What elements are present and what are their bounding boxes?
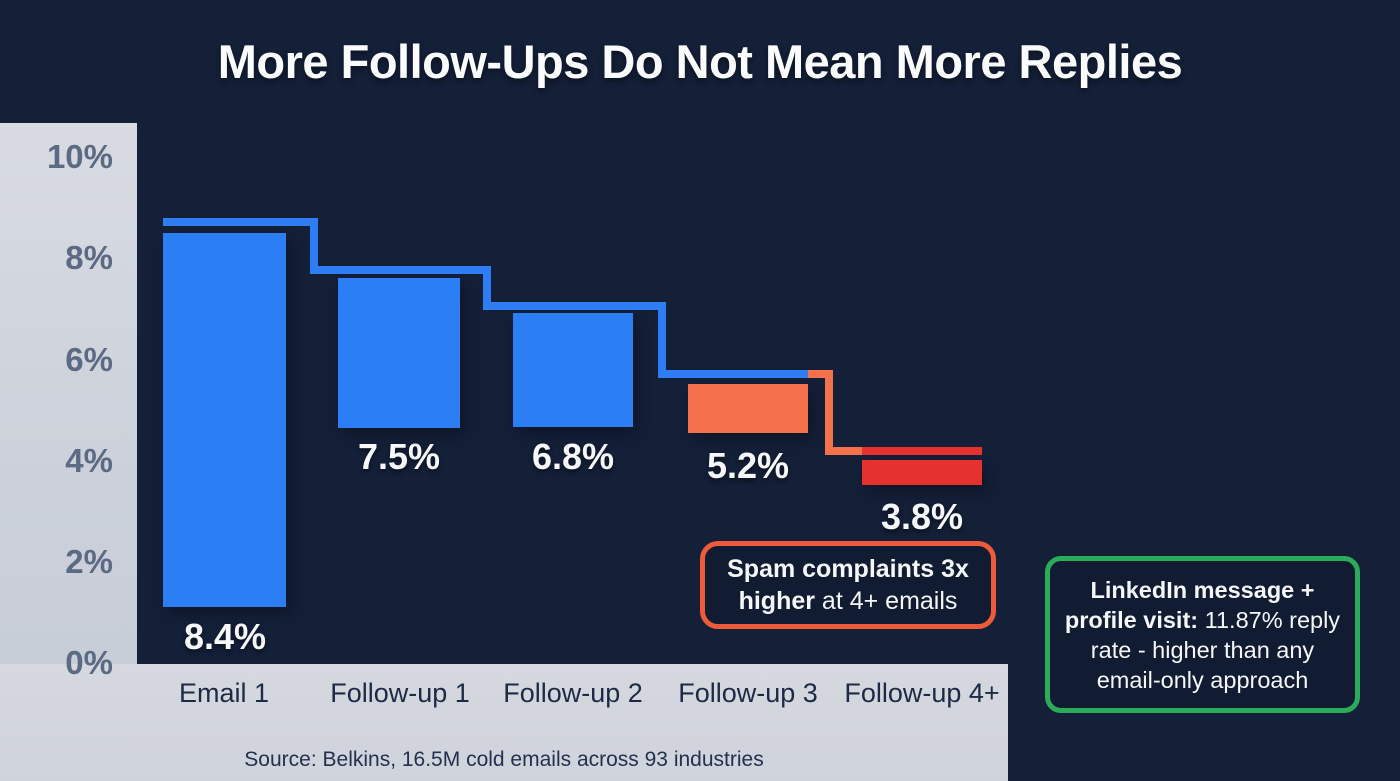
- trend-line-segment: [483, 302, 666, 310]
- y-tick-6: 6%: [65, 341, 113, 378]
- x-label-follow-up-1: Follow-up 1: [330, 678, 470, 708]
- x-label-follow-up-3: Follow-up 3: [678, 678, 818, 708]
- trend-line-segment: [808, 370, 833, 378]
- x-label-follow-up-4plus: Follow-up 4+: [844, 678, 1000, 708]
- linkedin-callout: LinkedIn message + profile visit: 11.87%…: [1045, 556, 1360, 713]
- chart-title: More Follow-Ups Do Not Mean More Replies: [217, 35, 1183, 88]
- spam-callout-line1: Spam complaints 3x: [727, 555, 969, 583]
- value-label-follow-up-1: 7.5%: [357, 436, 441, 477]
- y-tick-8: 8%: [65, 239, 113, 276]
- y-tick-0: 0%: [65, 644, 113, 681]
- y-tick-2: 2%: [65, 543, 113, 580]
- trend-line-segment: [310, 218, 318, 274]
- trend-line-segment: [163, 218, 318, 226]
- trend-line-segment: [825, 370, 833, 455]
- y-tick-4: 4%: [65, 442, 113, 479]
- value-label-email-1: 8.4%: [183, 616, 267, 657]
- value-label-follow-up-3: 5.2%: [706, 445, 790, 486]
- bar-follow-up-1: [338, 278, 460, 428]
- spam-callout-line2-rest: at 4+ emails: [814, 587, 958, 615]
- linkedin-callout-rest: 11.87% reply rate - higher than any emai…: [1090, 606, 1341, 693]
- x-label-follow-up-2: Follow-up 2: [503, 678, 643, 708]
- spam-callout-line2-bold: higher: [738, 587, 815, 615]
- trend-line-segment: [862, 447, 982, 455]
- trend-line-segment: [310, 266, 491, 274]
- bar-follow-up-4plus: [862, 460, 982, 485]
- trend-line-segment: [658, 370, 808, 378]
- value-label-follow-up-2: 6.8%: [531, 436, 615, 477]
- bar-follow-up-2: [513, 313, 633, 427]
- spam-callout-text: Spam complaints 3x higher at 4+ emails: [727, 553, 969, 617]
- trend-line-segment: [658, 302, 666, 378]
- value-label-follow-up-4plus: 3.8%: [880, 496, 964, 537]
- linkedin-callout-text: LinkedIn message + profile visit: 11.87%…: [1064, 575, 1341, 695]
- trend-line-segment: [483, 266, 491, 310]
- bar-follow-up-3: [688, 384, 808, 433]
- y-tick-10: 10%: [46, 138, 113, 175]
- spam-complaints-callout: Spam complaints 3x higher at 4+ emails: [700, 541, 996, 629]
- x-axis-panel: [0, 664, 1008, 781]
- bar-email-1: [163, 233, 286, 607]
- x-label-email-1: Email 1: [178, 678, 270, 708]
- source-attribution: Source: Belkins, 16.5M cold emails acros…: [244, 748, 764, 771]
- linkedin-callout-bold: LinkedIn message + profile visit:: [1064, 576, 1315, 633]
- trend-line-segment: [825, 447, 862, 455]
